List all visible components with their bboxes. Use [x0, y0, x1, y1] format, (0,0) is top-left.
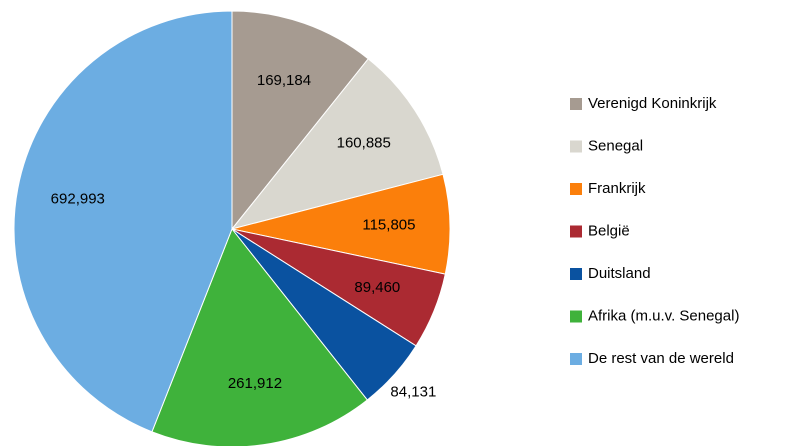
data-label: 89,460	[354, 279, 400, 296]
legend-swatch	[570, 98, 582, 110]
legend-swatch	[570, 140, 582, 153]
pie-slice	[231, 173, 451, 275]
legend-swatch	[570, 268, 582, 280]
data-label: 84,131	[390, 383, 436, 400]
legend-label: Afrika (m.u.v. Senegal)	[588, 307, 739, 324]
pie-slice	[151, 228, 368, 446]
pie-slice	[230, 58, 444, 230]
legend-swatch	[570, 183, 582, 195]
legend-swatch	[570, 225, 582, 238]
data-label: 169,184	[257, 72, 311, 89]
legend-swatch	[570, 353, 582, 365]
legend-label: België	[588, 222, 630, 239]
data-label: 160,885	[337, 135, 391, 152]
data-label: 115,805	[362, 216, 415, 233]
legend-label: Duitsland	[588, 265, 651, 282]
legend-label: Senegal	[588, 137, 643, 154]
pie-slice	[231, 10, 369, 231]
legend-label: De rest van de wereld	[588, 350, 734, 367]
legend-label: Verenigd Koninkrijk	[588, 95, 717, 112]
legend-label: Frankrijk	[588, 180, 646, 197]
data-label: 261,912	[228, 375, 282, 392]
data-label: 692,993	[51, 191, 105, 208]
pie-slice	[13, 10, 233, 433]
legend-swatch	[570, 310, 582, 323]
